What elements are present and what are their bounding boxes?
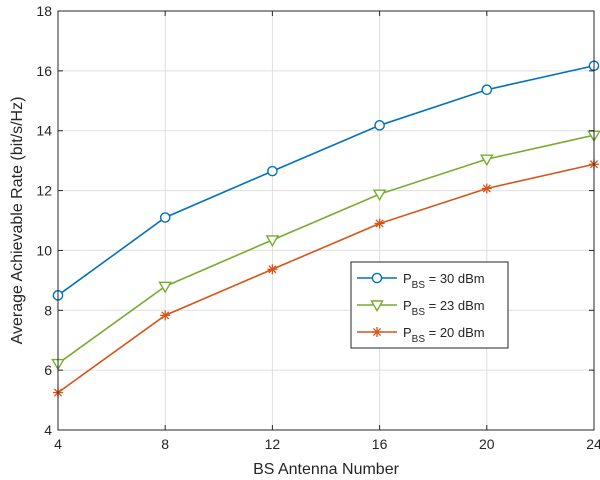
series-line (57, 64, 595, 296)
legend-label: PBS = 23 dBm (403, 298, 485, 318)
marker-asterisk (372, 327, 382, 337)
marker-triangle (479, 154, 494, 167)
series-line (57, 134, 595, 365)
legend-item: PBS = 23 dBm (357, 298, 485, 318)
x-tick-label: 12 (265, 436, 281, 452)
marker-triangle (158, 281, 173, 294)
marker-circle (159, 212, 171, 223)
x-tick-label: 8 (161, 436, 169, 452)
marker-asterisk (160, 310, 171, 321)
marker-circle (481, 84, 493, 96)
x-axis-label: BS Antenna Number (253, 461, 400, 478)
y-tick-label: 8 (44, 302, 52, 318)
legend-item: PBS = 20 dBm (357, 325, 485, 345)
y-axis-label: Average Achievable Rate (bit/s/Hz) (9, 97, 26, 345)
y-tick-label: 18 (36, 3, 52, 19)
x-tick-label: 16 (372, 436, 388, 452)
marker-asterisk (374, 218, 385, 229)
marker-circle (267, 165, 278, 177)
x-tick-label: 20 (479, 436, 495, 452)
legend-item: PBS = 30 dBm (357, 271, 485, 291)
marker-asterisk (481, 183, 492, 194)
legend-label: PBS = 20 dBm (403, 325, 485, 345)
y-tick-label: 16 (36, 63, 52, 79)
y-tick-label: 10 (36, 242, 52, 258)
marker-circle (374, 120, 385, 131)
axes-box (57, 10, 595, 431)
y-tick-label: 14 (36, 123, 52, 139)
series-layer (51, 60, 600, 398)
series-line (57, 163, 595, 394)
y-tick-label: 6 (44, 362, 52, 378)
x-tick-label: 4 (54, 436, 62, 452)
y-tick-label: 4 (44, 422, 52, 438)
legend-label: PBS = 30 dBm (403, 271, 485, 291)
legend: PBS = 30 dBm PBS = 23 dBm PBS = 20 dBm (350, 261, 509, 349)
marker-asterisk (267, 264, 278, 275)
marker-circle (371, 272, 383, 284)
marker-triangle (370, 300, 384, 312)
x-tick-label: 24 (586, 436, 600, 452)
y-tick-label: 12 (36, 183, 52, 199)
axis-ticks: 4 8 12 16 20 24 4 6 8 10 12 14 16 18 (36, 3, 600, 452)
series-1 (51, 130, 600, 371)
marker-triangle (372, 189, 387, 202)
marker-triangle (265, 235, 280, 247)
